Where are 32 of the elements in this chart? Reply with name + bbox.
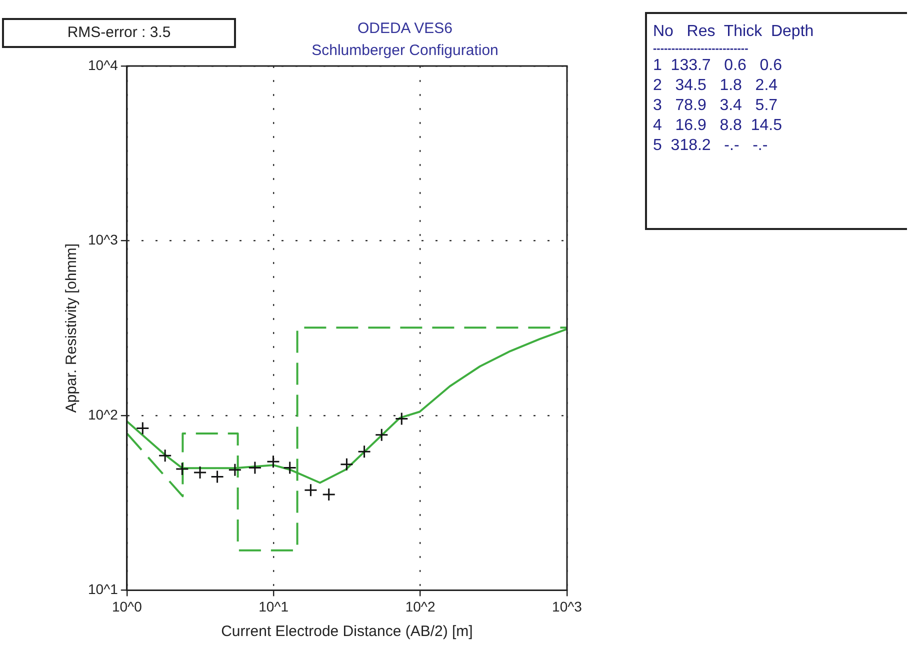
- text: No Res Thick Depth: [653, 22, 815, 42]
- x-axis-title: Current Electrode Distance (AB/2) [m]: [221, 623, 473, 640]
- text: 3 78.9 3.4 5.7: [653, 96, 779, 116]
- text: --------------------------: [653, 42, 750, 56]
- text: 2 34.5 1.8 2.4: [653, 76, 779, 96]
- point: [228, 463, 242, 477]
- point: [394, 412, 408, 426]
- chart-title: ODEDA VES6: [356, 19, 454, 39]
- point: [210, 470, 224, 484]
- point: [304, 483, 318, 497]
- point: [358, 444, 372, 458]
- y-tick-label: 10^2: [88, 406, 118, 422]
- x-tick-label: 10^0: [112, 598, 142, 614]
- point: [322, 488, 336, 502]
- y-axis-title: Appar. Resistivity [ohmm]: [63, 243, 80, 413]
- text: 1 133.7 0.6 0.6: [653, 56, 783, 76]
- x-tick-label: 10^3: [552, 598, 582, 614]
- text: RMS-error : 3.5: [2, 18, 236, 48]
- point: [193, 466, 207, 480]
- point: [266, 454, 280, 468]
- y-tick-label: 10^1: [88, 581, 118, 598]
- text: 5 318.2 -.- -.-: [653, 136, 769, 156]
- x-tick-label: 10^2: [405, 598, 436, 614]
- y-tick-label: 10^3: [88, 232, 118, 248]
- point: [175, 462, 189, 476]
- point: [283, 461, 297, 475]
- text: 4 16.9 8.8 14.5: [653, 116, 783, 136]
- chart-subtitle: Schlumberger Configuration: [310, 41, 500, 61]
- y-tick-label: 10^4: [88, 56, 118, 73]
- point: [340, 458, 354, 472]
- x-tick-label: 10^1: [258, 598, 289, 614]
- point: [248, 461, 262, 475]
